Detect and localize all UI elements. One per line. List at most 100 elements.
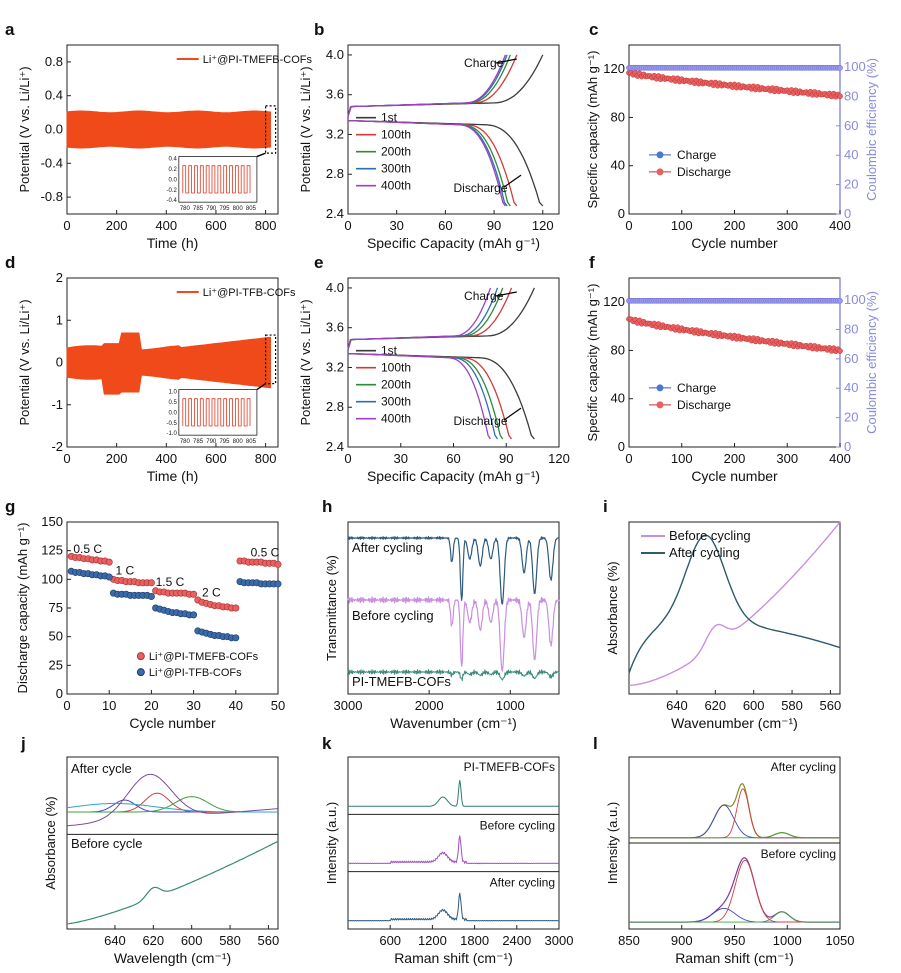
y2-tick-label: 20 xyxy=(844,177,858,192)
rate-label: 0.5 C xyxy=(251,545,280,559)
trace-label: After cycle xyxy=(71,761,132,776)
y-tick-label: 0 xyxy=(618,206,625,221)
y-axis-label: Specific capacity (mAh g⁻¹) xyxy=(585,284,600,442)
y-tick-label: -0.4 xyxy=(41,155,63,170)
capacity-point xyxy=(837,348,843,354)
y-axis-label: Discharge capacity (mAh g⁻¹) xyxy=(15,523,30,694)
annotation-arrow xyxy=(503,174,522,188)
x-tick-label: 20 xyxy=(144,698,158,713)
rate-point xyxy=(105,573,113,581)
y2-tick-label: 60 xyxy=(844,351,858,366)
panel-letter: d xyxy=(5,253,15,272)
x-axis-label: Specific Capacity (mAh g⁻¹) xyxy=(367,235,540,251)
legend-label: 200th xyxy=(381,378,411,392)
rate-point xyxy=(105,558,113,566)
y-tick-label: 125 xyxy=(41,543,63,558)
y-tick-label: 0.8 xyxy=(45,54,63,69)
y-tick-label: 2.4 xyxy=(326,439,344,454)
efficiency-point xyxy=(837,297,843,304)
plot-frame xyxy=(66,756,279,930)
trace-label: PI-TMEFB-COFs xyxy=(464,760,555,774)
discharge-curve xyxy=(347,352,491,440)
inset-x-tick-label: 790 xyxy=(206,206,217,212)
panel-letter: i xyxy=(603,497,608,516)
legend-label: Charge xyxy=(677,381,717,395)
y-axis-label: Transmittance (%) xyxy=(324,555,339,661)
rate-label: 1.5 C xyxy=(156,575,185,589)
x-tick-label: 120 xyxy=(532,218,554,233)
trace-label: After cycling xyxy=(352,540,423,555)
y-tick-label: -0.8 xyxy=(41,189,63,204)
legend-label: After cycling xyxy=(669,545,740,560)
x-axis-label: Wavenumber (cm⁻¹) xyxy=(671,715,798,731)
inset-x-tick-label: 780 xyxy=(180,206,191,212)
inset-y-tick-label: 0.0 xyxy=(168,177,177,183)
x-axis-label: Time (h) xyxy=(147,235,199,251)
legend-marker xyxy=(656,151,664,159)
legend-label: Li⁺@PI-TMEFB-COFs xyxy=(203,54,313,66)
y-tick-label: 25 xyxy=(49,657,63,672)
x-tick-label: 30 xyxy=(394,451,408,466)
inset-y-tick-label: -0.4 xyxy=(166,198,177,204)
rate-point xyxy=(190,590,198,598)
chart-panel-i: i 640 620 600 580 560 Before cycling After cycl… xyxy=(603,497,841,731)
fit-component xyxy=(629,911,840,923)
y-axis-label: Potential (V vs. Li/Li⁺) xyxy=(17,299,32,425)
x-tick-label: 620 xyxy=(704,698,726,713)
x-tick-label: 620 xyxy=(142,933,164,948)
fit-component xyxy=(66,802,278,813)
x-tick-label: 10 xyxy=(102,698,116,713)
charge-curve xyxy=(347,287,492,350)
x-tick-label: 1050 xyxy=(826,933,855,948)
x-axis-label: Raman shift (cm⁻¹) xyxy=(675,950,794,966)
panel-letter: l xyxy=(593,734,598,753)
legend-label: Li⁺@PI-TFB-COFs xyxy=(203,287,296,299)
x-axis-label: Cycle number xyxy=(691,468,778,484)
y2-tick-label: 60 xyxy=(844,118,858,133)
x-tick-label: 30 xyxy=(186,698,200,713)
y-axis-label: Absorbance (%) xyxy=(605,561,620,654)
panel-letter: b xyxy=(314,20,324,39)
x-tick-label: 580 xyxy=(781,698,803,713)
inset-x-tick-label: 795 xyxy=(219,206,230,212)
x-tick-label: 60 xyxy=(446,451,460,466)
y-axis-label: Specific capacity (mAh g⁻¹) xyxy=(585,51,600,209)
x-tick-label: 400 xyxy=(829,218,851,233)
x-tick-label: 200 xyxy=(724,218,746,233)
inset-y-tick-label: 0.4 xyxy=(168,157,177,163)
trace-label: Before cycling xyxy=(352,608,434,623)
capacity-point xyxy=(837,93,843,100)
chart-panel-j: j 640 620 600 580 560 After cycle Before cycle W… xyxy=(20,734,279,966)
y-tick-label: 75 xyxy=(49,600,63,615)
x-tick-label: 0 xyxy=(63,218,70,233)
legend-marker xyxy=(656,384,664,392)
x-tick-label: 600 xyxy=(205,218,227,233)
y-tick-label: 80 xyxy=(611,342,625,357)
charge-curve xyxy=(347,54,544,117)
trace-label: Before cycling xyxy=(761,847,836,861)
y-tick-label: 0.4 xyxy=(45,88,63,103)
rate-point xyxy=(147,579,155,587)
y-tick-label: 0 xyxy=(56,686,63,701)
inset-x-tick-label: 785 xyxy=(193,206,204,212)
x-tick-label: 640 xyxy=(666,698,688,713)
y-tick-label: 120 xyxy=(603,294,625,309)
legend-marker xyxy=(136,652,145,661)
x-axis-label: Cycle number xyxy=(691,235,778,251)
x-tick-label: 60 xyxy=(438,218,452,233)
x-tick-label: 580 xyxy=(219,933,241,948)
y2-tick-label: 0 xyxy=(844,206,851,221)
x-tick-label: 400 xyxy=(155,218,177,233)
legend-label: 100th xyxy=(381,361,411,375)
chart-panel-f: f0 100 200 300 40004080120020406080100Charge… xyxy=(585,253,879,484)
legend-label: 400th xyxy=(381,179,411,193)
zoom-arrow xyxy=(256,152,266,158)
y-tick-label: 4.0 xyxy=(326,47,344,62)
x-tick-label: 90 xyxy=(487,218,501,233)
voltage-band xyxy=(66,332,271,395)
before-curve xyxy=(66,840,279,925)
y-axis-label: Absorbance (%) xyxy=(43,796,58,889)
inset-y-tick-label: -0.2 xyxy=(166,188,177,194)
y2-tick-label: 40 xyxy=(844,380,858,395)
